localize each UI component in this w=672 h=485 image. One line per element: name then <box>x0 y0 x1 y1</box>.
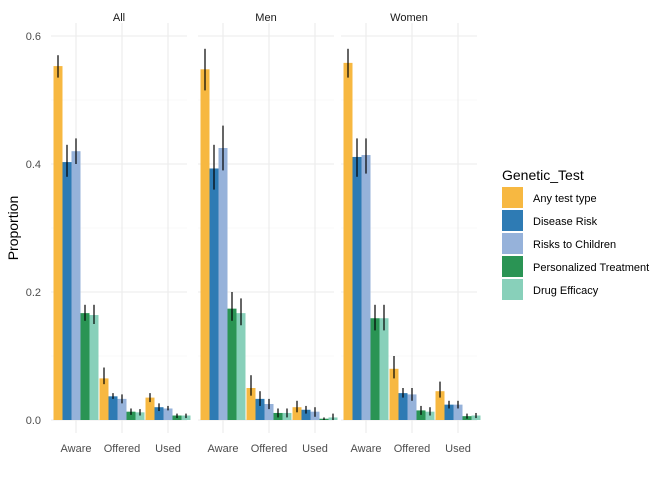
legend-label: Disease Risk <box>533 216 598 228</box>
bar-risks-to-children-offered <box>264 404 274 420</box>
y-tick-label: 0.0 <box>26 415 41 427</box>
legend: Genetic_Test Any test type Disease Risk Ri… <box>502 167 649 300</box>
x-tick-label: Offered <box>104 443 141 455</box>
facet-strip-title: Women <box>390 12 428 24</box>
bar-disease-risk-aware <box>62 162 72 420</box>
bar-any-test-type-offered <box>99 378 109 420</box>
y-axis: 0.0 0.2 0.4 0.6 <box>26 31 41 427</box>
bar-any-test-type-aware <box>343 62 353 420</box>
bar-any-test-type-offered <box>246 388 256 420</box>
bar-disease-risk-offered <box>255 398 265 420</box>
bar-disease-risk-used <box>444 404 454 420</box>
bar-personalized-treatment-aware <box>370 318 380 420</box>
bar-any-test-type-used <box>145 397 155 420</box>
bar-any-test-type-used <box>435 391 445 420</box>
bar-disease-risk-offered <box>398 393 408 420</box>
bar-drug-efficacy-offered <box>135 412 145 420</box>
y-tick-label: 0.4 <box>26 159 41 171</box>
bar-any-test-type-aware <box>200 69 210 420</box>
x-tick-label: Aware <box>61 443 92 455</box>
facet-panel-all: All Aware Offered Used <box>51 12 191 455</box>
bar-disease-risk-aware <box>209 168 219 420</box>
bar-risks-to-children-used <box>453 404 463 420</box>
bar-drug-efficacy-aware <box>236 313 246 420</box>
y-tick-label: 0.2 <box>26 287 41 299</box>
legend-label: Drug Efficacy <box>533 285 599 297</box>
facet-strip-title: Men <box>255 12 276 24</box>
bar-risks-to-children-aware <box>218 148 228 420</box>
x-tick-label: Used <box>302 443 328 455</box>
bar-any-test-type-offered <box>389 368 399 420</box>
x-tick-label: Used <box>155 443 181 455</box>
facet-panel-women: Women Aware Offered Used <box>341 12 481 455</box>
bar-risks-to-children-aware <box>361 155 371 421</box>
y-axis-title: Proportion <box>5 196 21 261</box>
bar-drug-efficacy-offered <box>425 411 435 420</box>
x-tick-label: Aware <box>208 443 239 455</box>
legend-key-risks-to-children <box>502 233 523 254</box>
bar-drug-efficacy-aware <box>89 315 99 420</box>
legend-label: Any test type <box>533 193 597 205</box>
legend-label: Risks to Children <box>533 239 616 251</box>
legend-title: Genetic_Test <box>502 167 584 183</box>
bar-personalized-treatment-offered <box>416 410 426 420</box>
bar-risks-to-children-offered <box>407 394 417 420</box>
legend-label: Personalized Treatment <box>533 262 649 274</box>
bar-personalized-treatment-aware <box>227 308 237 420</box>
bar-risks-to-children-offered <box>117 398 127 420</box>
x-tick-label: Offered <box>251 443 288 455</box>
y-tick-label: 0.6 <box>26 31 41 43</box>
bar-disease-risk-used <box>154 407 164 420</box>
bar-disease-risk-aware <box>352 156 362 420</box>
bar-personalized-treatment-aware <box>80 313 90 420</box>
legend-key-drug-efficacy <box>502 279 523 300</box>
bar-disease-risk-used <box>301 409 311 420</box>
legend-key-any-test-type <box>502 187 523 208</box>
x-tick-label: Aware <box>351 443 382 455</box>
legend-key-personalized-treatment <box>502 256 523 277</box>
bar-personalized-treatment-offered <box>126 411 136 420</box>
bar-risks-to-children-aware <box>71 151 81 420</box>
bar-any-test-type-used <box>292 407 302 420</box>
x-tick-label: Offered <box>394 443 431 455</box>
x-tick-label: Used <box>445 443 471 455</box>
facet-strip-title: All <box>113 12 125 24</box>
bar-disease-risk-offered <box>108 396 118 420</box>
bar-risks-to-children-used <box>163 408 173 420</box>
bar-any-test-type-aware <box>53 66 63 420</box>
facet-panel-men: Men Aware Offered Used <box>198 12 338 455</box>
legend-key-disease-risk <box>502 210 523 231</box>
bar-drug-efficacy-aware <box>379 318 389 420</box>
